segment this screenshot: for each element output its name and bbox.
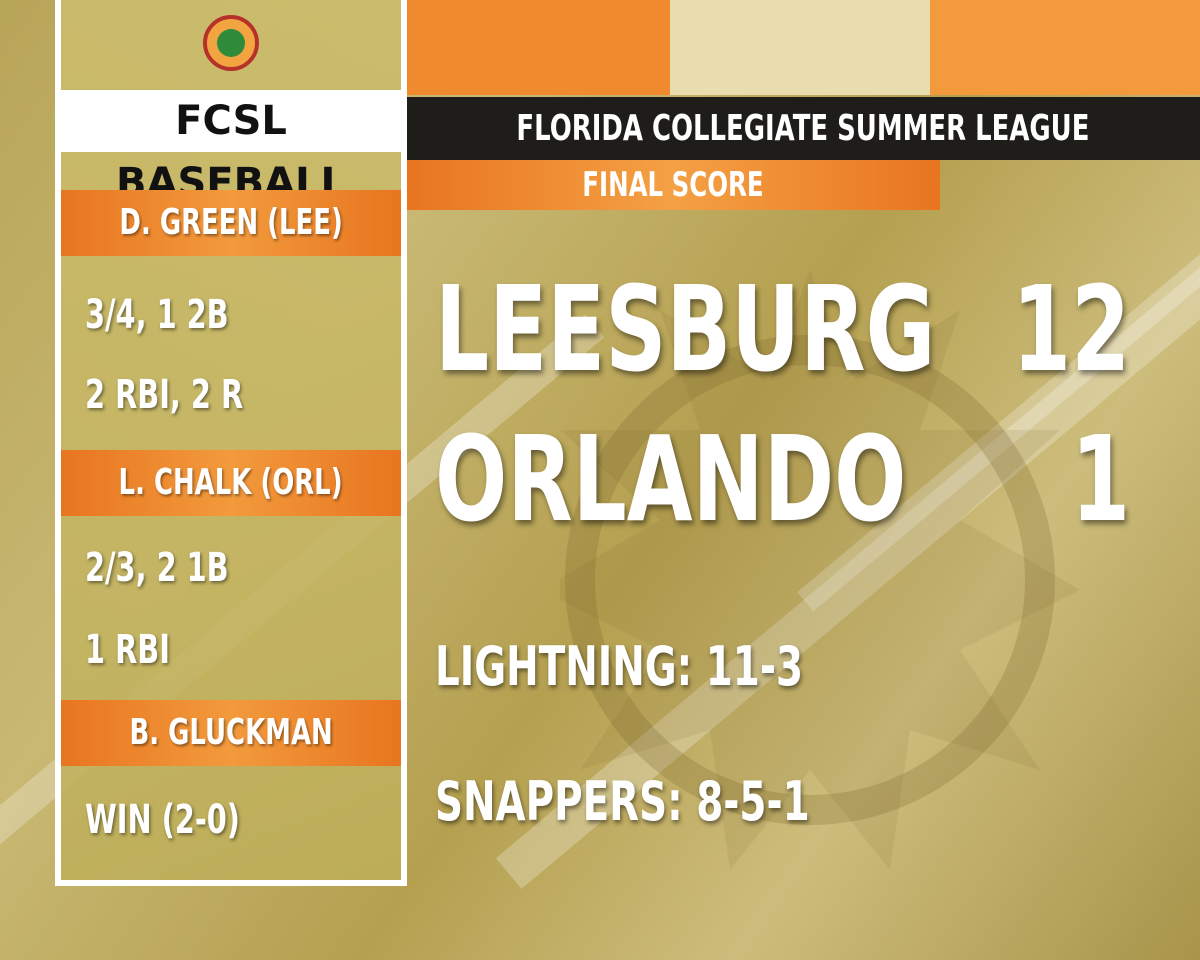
team-name: ORLANDO [435,410,907,548]
stripe [405,0,670,95]
team-row: ORLANDO [435,420,1090,538]
team-row: LEESBURG [435,270,1130,388]
player-name-text: B. GLUCKMAN [129,712,333,753]
watermark [560,270,1080,870]
player-stat-text: WIN (2-0) [85,797,240,843]
panel-title-bg: FCSL BASEBALL [55,90,407,206]
player-name: B. GLUCKMAN [61,700,401,766]
final-score-label: FINAL SCORE [581,165,764,205]
player-stat: 1 RBI [85,620,203,680]
player-stat: 3/4, 1 2B [85,285,284,345]
team-row: 1 [1048,420,1130,538]
player-name: D. GREEN (LEE) [61,190,401,256]
stats-panel: FCSL BASEBALL D. GREEN (LEE) 3/4, 1 2B 2 R… [55,0,407,886]
stripe [930,0,1200,95]
player-name-text: D. GREEN (LEE) [119,202,343,243]
record: SNAPPERS: 8-5-1 [435,775,955,829]
stripe [670,0,930,95]
player-stat: WIN (2-0) [85,790,300,850]
record-text: LIGHTNING: 11-3 [435,635,804,698]
team-row: 12 [966,270,1130,388]
final-score-banner: FINAL SCORE [405,160,940,210]
league-name: FLORIDA COLLEGIATE SUMMER LEAGUE [516,108,1090,149]
player-stat: 2 RBI, 2 R [85,365,305,425]
player-stat-text: 2/3, 2 1B [85,545,229,591]
team-score: 12 [1011,260,1130,398]
player-stat-text: 1 RBI [85,627,170,673]
logo [203,15,259,71]
record: LIGHTNING: 11-3 [435,640,946,694]
player-name: L. CHALK (ORL) [61,450,401,516]
team-name: LEESBURG [435,260,936,398]
player-stat-text: 3/4, 1 2B [85,292,229,338]
team-score: 1 [1070,410,1130,548]
player-stat: 2/3, 2 1B [85,538,284,598]
player-stat-text: 2 RBI, 2 R [85,372,244,418]
league-banner: FLORIDA COLLEGIATE SUMMER LEAGUE [405,97,1200,160]
player-name-text: L. CHALK (ORL) [118,462,343,503]
record-text: SNAPPERS: 8-5-1 [435,770,810,833]
